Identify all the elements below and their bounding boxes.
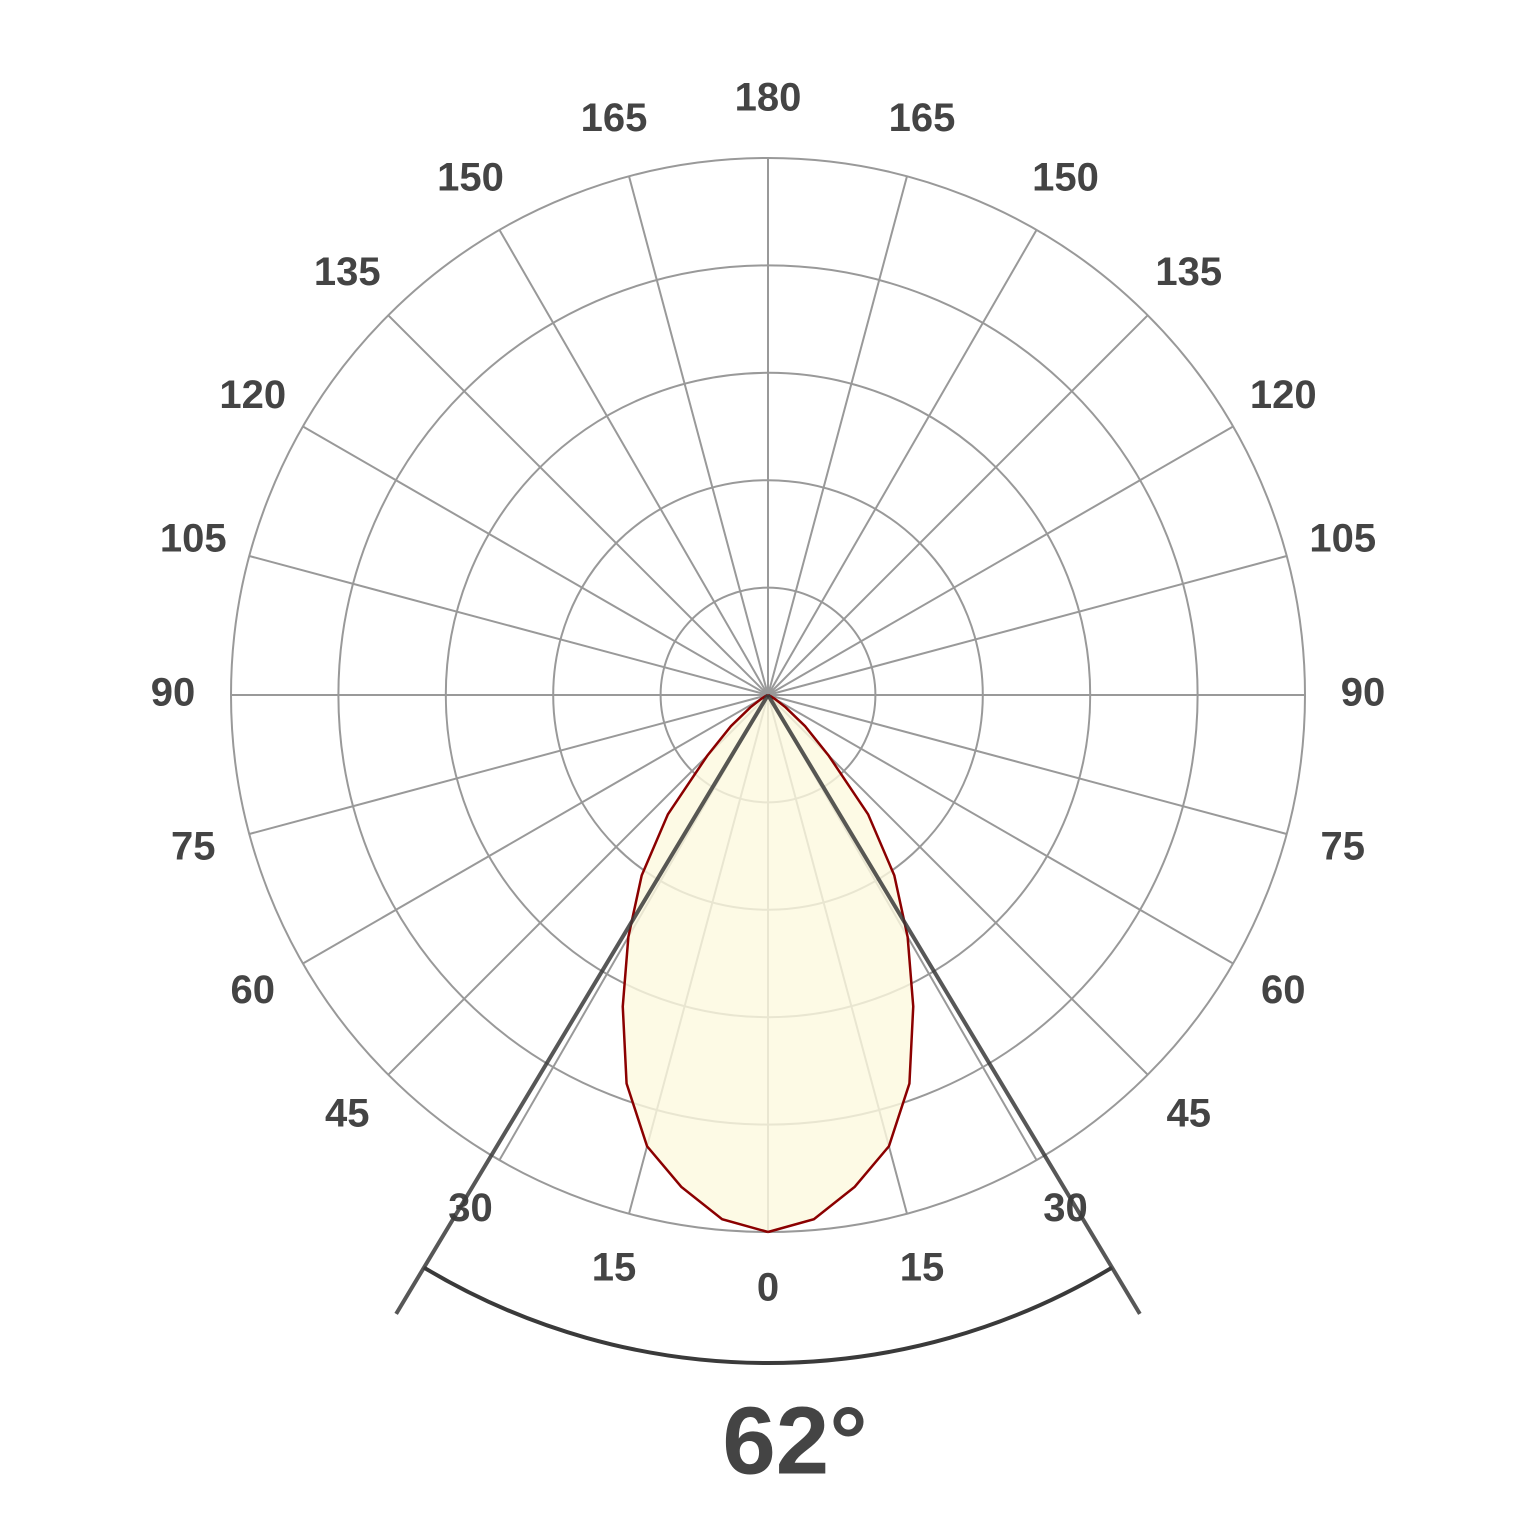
beam-angle-line [766,693,1142,1315]
beam-angle-label: 62° [722,1387,867,1494]
grid-spoke [767,229,1038,696]
angle-tick-label: 120 [1250,373,1317,417]
grid-spoke [767,314,1149,696]
angle-tick-label: 165 [889,96,956,140]
grid-spoke [302,425,769,696]
beam-fill [622,695,768,1232]
angle-tick-label: 150 [437,155,504,199]
grid-spoke [249,694,769,835]
angle-tick-label: 105 [160,517,227,561]
angle-tick-label: 150 [1032,155,1099,199]
angle-tick-label: 180 [735,76,802,120]
grid-spoke [767,176,908,696]
angle-tick-label: 60 [1261,968,1306,1012]
grid-spoke [767,555,1287,696]
angle-tick-label: 135 [314,250,381,294]
angle-tick-label: 15 [900,1245,945,1289]
grid-spoke [767,694,1234,965]
angle-tick-label: 165 [581,96,648,140]
angle-tick-label: 135 [1155,250,1222,294]
angle-tick-label: 75 [1320,825,1365,869]
grid-spoke [767,425,1234,696]
beam-angle-arc [422,1265,1114,1366]
grid-spoke [498,229,769,696]
angle-tick-label: 0 [757,1266,779,1310]
grid-spoke [302,694,769,965]
beam-curve [621,693,769,1234]
angle-tick-label: 90 [1341,671,1386,715]
beam-fill [768,695,914,1232]
grid-spoke [628,176,769,696]
angle-tick-label: 90 [151,671,196,715]
grid-spoke [767,694,1287,835]
beam-angle-line [394,693,770,1315]
grid-spoke [249,555,769,696]
angle-tick-label: 45 [325,1091,370,1135]
angle-tick-label: 105 [1309,517,1376,561]
grid-spoke [387,314,769,696]
angle-tick-label: 120 [219,373,286,417]
angle-tick-label: 60 [230,968,275,1012]
angle-tick-label: 15 [592,1245,637,1289]
angle-tick-label: 75 [171,825,216,869]
angle-tick-label: 45 [1166,1091,1211,1135]
beam-curve [767,693,915,1234]
